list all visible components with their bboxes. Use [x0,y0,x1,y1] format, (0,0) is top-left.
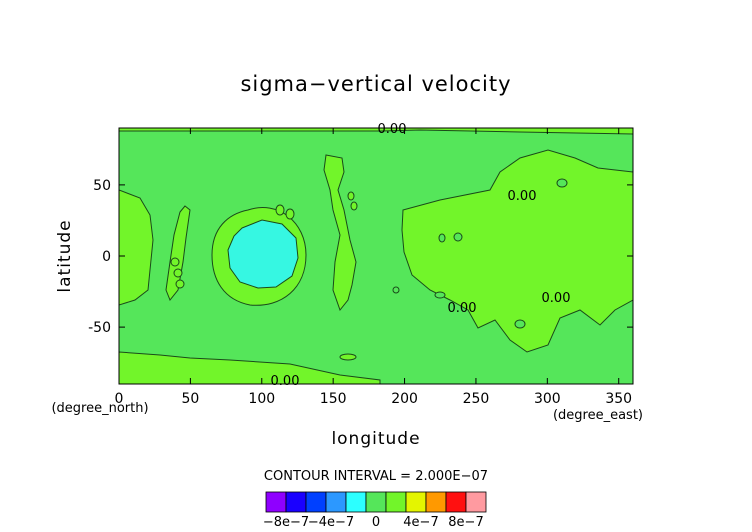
contour-regions [119,128,633,384]
y-tick-label: 50 [93,178,111,194]
x-tick-label: 300 [534,391,561,407]
positive-region [401,149,633,353]
positive-region [119,189,154,306]
x-axis-title: longitude [331,429,420,449]
x-tick-label: 0 [115,391,124,407]
small-contour [556,178,568,188]
small-contour [339,353,357,361]
x-tick-label: 50 [181,391,199,407]
colorbar-label: −4e−7 [308,515,354,530]
small-contour [285,208,295,220]
colorbar-swatch [405,491,427,513]
small-contour [392,286,400,294]
positive-region [323,154,357,312]
positive-region [165,205,191,301]
small-contour [170,257,180,267]
colorbar-swatch [385,491,407,513]
x-tick-label: 200 [391,391,418,407]
x-tick-label: 150 [320,391,347,407]
colorbar-swatch [465,491,487,513]
x-axis: 0 50 100 150 200 250 300 350 [115,128,632,407]
small-contour [514,319,526,329]
contour-label: 0.00 [271,374,300,389]
positive-region [119,351,381,384]
contour-label: 0.00 [378,122,407,137]
colorbar [265,491,487,513]
chart-title: sigma−vertical velocity [240,72,511,96]
x-tick-label: 250 [463,391,490,407]
positive-region [119,128,633,135]
small-contour [438,233,446,243]
small-contour [173,268,183,278]
small-contour [453,232,463,242]
y-tick-label: -50 [88,320,111,336]
colorbar-label: 0 [372,515,380,530]
small-contour [350,201,358,211]
colorbar-swatch [425,491,447,513]
colorbar-swatch [285,491,307,513]
colorbar-swatch [345,491,367,513]
small-contour [175,279,185,289]
x-unit-label: (degree_east) [553,408,643,423]
colorbar-swatch [445,491,467,513]
x-tick-label: 350 [605,391,632,407]
colorbar-label: 4e−7 [403,515,438,530]
colorbar-swatch [325,491,347,513]
contour-interval-text: CONTOUR INTERVAL = 2.000E−07 [264,469,488,484]
colorbar-swatch [265,491,287,513]
contour-label: 0.00 [508,189,537,204]
contour-label: 0.00 [542,291,571,306]
y-tick-label: 0 [102,249,111,265]
colorbar-labels: −8e−7−4e−7 0 4e−7 8e−7 [263,515,484,530]
y-axis: -50 0 50 [88,178,633,336]
small-contour [347,191,355,201]
colorbar-label: −8e−7 [263,515,309,530]
colorbar-swatch [305,491,327,513]
small-contour [275,204,285,216]
negative-region [227,219,299,289]
y-axis-title: latitude [55,219,75,292]
x-tick-label: 100 [248,391,275,407]
y-unit-label: (degree_north) [51,401,148,416]
contour-label: 0.00 [448,301,477,316]
small-contour [434,291,446,299]
colorbar-label: 8e−7 [448,515,483,530]
colorbar-swatch [365,491,387,513]
